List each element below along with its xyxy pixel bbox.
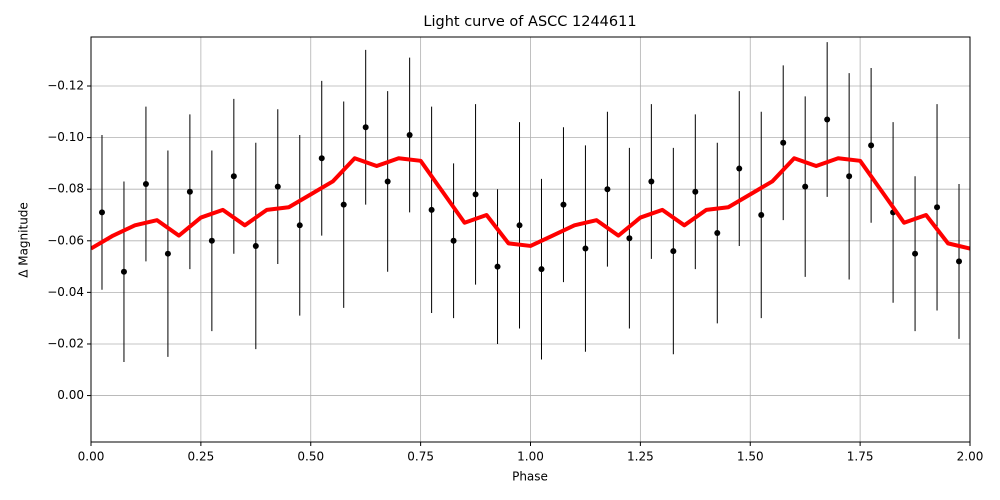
x-tick-label: 0.00 [78, 450, 105, 464]
data-point [758, 211, 765, 218]
y-tick-label: −0.12 [47, 79, 84, 93]
x-tick-label: 2.00 [957, 450, 984, 464]
data-point [406, 132, 413, 139]
smoothed-curve [91, 156, 970, 251]
data-point [824, 116, 831, 123]
data-point [780, 139, 787, 146]
data-point [142, 181, 149, 188]
y-axis-label: Δ Magnitude [17, 202, 31, 278]
data-point [296, 222, 303, 229]
data-point [340, 201, 347, 208]
x-tick-label: 1.25 [627, 450, 654, 464]
x-tick-label: 0.75 [407, 450, 434, 464]
data-point [604, 186, 611, 193]
data-point [626, 235, 633, 242]
data-point [428, 206, 435, 213]
chart-title: Light curve of ASCC 1244611 [423, 14, 636, 30]
data-point [98, 209, 105, 216]
data-point [736, 165, 743, 172]
y-tick-label: −0.02 [47, 336, 84, 350]
data-point [538, 266, 545, 273]
data-point [450, 237, 457, 244]
data-point [934, 204, 941, 211]
data-point [868, 142, 875, 149]
plot-area [91, 42, 970, 363]
y-tick-label: −0.04 [47, 285, 84, 299]
data-point [164, 250, 171, 257]
data-point [120, 268, 127, 275]
data-point [516, 222, 523, 229]
data-point [230, 173, 237, 180]
data-point [670, 248, 677, 255]
data-point [208, 237, 215, 244]
data-point [274, 183, 281, 190]
data-point [186, 188, 193, 195]
data-point [648, 178, 655, 185]
x-tick-label: 0.50 [297, 450, 324, 464]
y-tick-label: 0.00 [57, 388, 84, 402]
y-tick-label: −0.10 [47, 130, 84, 144]
x-tick-label: 0.25 [188, 450, 215, 464]
grid [90, 37, 971, 442]
axes: 0.00 0.25 0.50 0.75 1.00 1.25 1.50 1.75 2.00 −0.1… [47, 79, 983, 464]
data-point [692, 188, 699, 195]
data-point [252, 242, 259, 249]
x-tick-label: 1.75 [847, 450, 874, 464]
data-point [582, 245, 589, 252]
data-point [912, 250, 919, 257]
x-axis-label: Phase [512, 470, 548, 484]
data-point [846, 173, 853, 180]
data-point [494, 263, 501, 270]
y-tick-label: −0.06 [47, 233, 84, 247]
data-point [956, 258, 963, 265]
data-point [318, 155, 325, 162]
x-tick-label: 1.00 [517, 450, 544, 464]
data-point [560, 201, 567, 208]
data-point [802, 183, 809, 190]
x-tick-label: 1.50 [737, 450, 764, 464]
data-point [714, 230, 721, 237]
data-point [362, 124, 369, 131]
y-tick-label: −0.08 [47, 182, 84, 196]
data-point [472, 191, 479, 198]
data-point [384, 178, 391, 185]
